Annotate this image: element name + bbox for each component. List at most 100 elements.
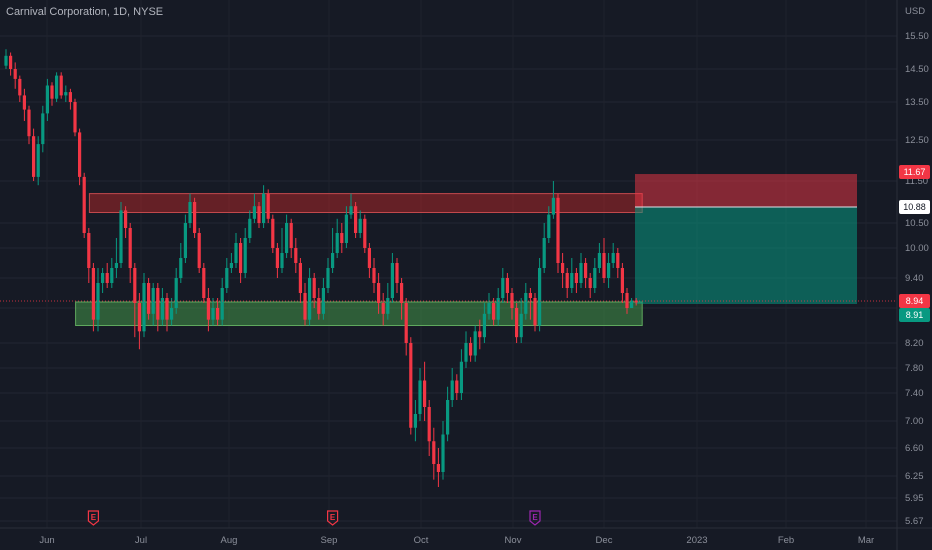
candle-body bbox=[271, 219, 274, 248]
candle-body bbox=[395, 263, 398, 283]
zone-support[interactable] bbox=[76, 302, 643, 326]
candle-body bbox=[382, 303, 385, 314]
candle-body bbox=[492, 303, 495, 320]
candle-body bbox=[409, 343, 412, 428]
candle-body bbox=[377, 283, 380, 303]
candle-body bbox=[584, 263, 587, 278]
candle-body bbox=[142, 283, 145, 331]
candle-body bbox=[138, 303, 141, 331]
candle-body bbox=[524, 293, 527, 314]
candle-body bbox=[253, 206, 256, 219]
price-badge-label: 8.91 bbox=[906, 310, 924, 320]
target-zone[interactable] bbox=[635, 207, 857, 304]
candle-body bbox=[589, 278, 592, 288]
candle-body bbox=[267, 194, 270, 219]
y-tick-label: 15.50 bbox=[905, 31, 929, 42]
candle-body bbox=[156, 288, 159, 320]
candle-body bbox=[593, 268, 596, 288]
candle-body bbox=[423, 381, 426, 408]
candle-body bbox=[290, 223, 293, 248]
candle-body bbox=[556, 198, 559, 263]
candle-body bbox=[32, 136, 35, 177]
y-tick-label: 6.60 bbox=[905, 443, 924, 454]
candle-body bbox=[437, 464, 440, 472]
candle-body bbox=[313, 278, 316, 298]
price-badge-label: 8.94 bbox=[906, 296, 924, 306]
candle-body bbox=[552, 198, 555, 215]
candle-body bbox=[50, 86, 53, 99]
candle-body bbox=[115, 263, 118, 268]
candle-body bbox=[124, 210, 127, 228]
candle-body bbox=[414, 414, 417, 428]
candle-body bbox=[133, 268, 136, 303]
candle-body bbox=[405, 303, 408, 343]
candle-body bbox=[359, 219, 362, 233]
candle-body bbox=[9, 56, 12, 69]
candle-body bbox=[294, 248, 297, 263]
candle-body bbox=[349, 206, 352, 214]
candle-body bbox=[529, 293, 532, 298]
candle-body bbox=[129, 228, 132, 268]
candle-body bbox=[561, 263, 564, 273]
x-tick-label: 2023 bbox=[686, 535, 707, 546]
short-position-tool[interactable] bbox=[635, 174, 857, 304]
candle-body bbox=[211, 308, 214, 320]
y-tick-label: 10.00 bbox=[905, 243, 929, 254]
y-tick-label: 7.80 bbox=[905, 363, 924, 374]
candle-body bbox=[538, 268, 541, 326]
candle-body bbox=[543, 238, 546, 268]
candle-body bbox=[336, 233, 339, 253]
candle-body bbox=[280, 253, 283, 268]
candle-body bbox=[175, 278, 178, 308]
stop-zone[interactable] bbox=[635, 174, 857, 207]
y-tick-label: 5.95 bbox=[905, 493, 924, 504]
candle-body bbox=[64, 92, 67, 95]
candle-body bbox=[386, 298, 389, 314]
price-badge-label: 11.67 bbox=[904, 167, 926, 177]
x-tick-label: Oct bbox=[414, 535, 429, 546]
candle-body bbox=[391, 263, 394, 298]
x-tick-label: Jun bbox=[39, 535, 54, 546]
candle-body bbox=[198, 233, 201, 268]
candle-body bbox=[621, 268, 624, 293]
candle-body bbox=[474, 331, 477, 355]
candle-body bbox=[483, 314, 486, 337]
candle-body bbox=[547, 215, 550, 238]
candle-body bbox=[92, 268, 95, 320]
candle-body bbox=[520, 314, 523, 337]
candle-body bbox=[244, 238, 247, 273]
candle-body bbox=[41, 113, 44, 144]
candle-body bbox=[239, 243, 242, 273]
candle-body bbox=[37, 144, 40, 177]
candle-body bbox=[193, 202, 196, 233]
y-tick-label: 6.25 bbox=[905, 471, 924, 482]
candle-body bbox=[455, 381, 458, 394]
candle-body bbox=[101, 273, 104, 283]
y-tick-label: 8.20 bbox=[905, 338, 924, 349]
candle-body bbox=[331, 253, 334, 268]
chart-title: Carnival Corporation, 1D, NYSE bbox=[6, 6, 163, 18]
candle-body bbox=[428, 407, 431, 441]
candle-body bbox=[83, 177, 86, 233]
candle-body bbox=[487, 303, 490, 314]
y-tick-label: 5.67 bbox=[905, 516, 924, 527]
x-tick-label: Aug bbox=[221, 535, 238, 546]
candle-body bbox=[303, 293, 306, 320]
x-tick-label: Sep bbox=[321, 535, 338, 546]
candle-body bbox=[451, 381, 454, 401]
candle-body bbox=[308, 278, 311, 320]
y-tick-label: 14.50 bbox=[905, 64, 929, 75]
candle-body bbox=[87, 233, 90, 268]
candle-body bbox=[612, 253, 615, 263]
candle-body bbox=[441, 435, 444, 473]
y-tick-label: 7.00 bbox=[905, 416, 924, 427]
candle-body bbox=[248, 219, 251, 238]
candle-body bbox=[285, 223, 288, 253]
candle-body bbox=[262, 194, 265, 223]
candle-body bbox=[418, 381, 421, 415]
candle-body bbox=[179, 258, 182, 278]
candle-body bbox=[234, 243, 237, 263]
candle-body bbox=[570, 273, 573, 288]
candle-body bbox=[515, 308, 518, 337]
